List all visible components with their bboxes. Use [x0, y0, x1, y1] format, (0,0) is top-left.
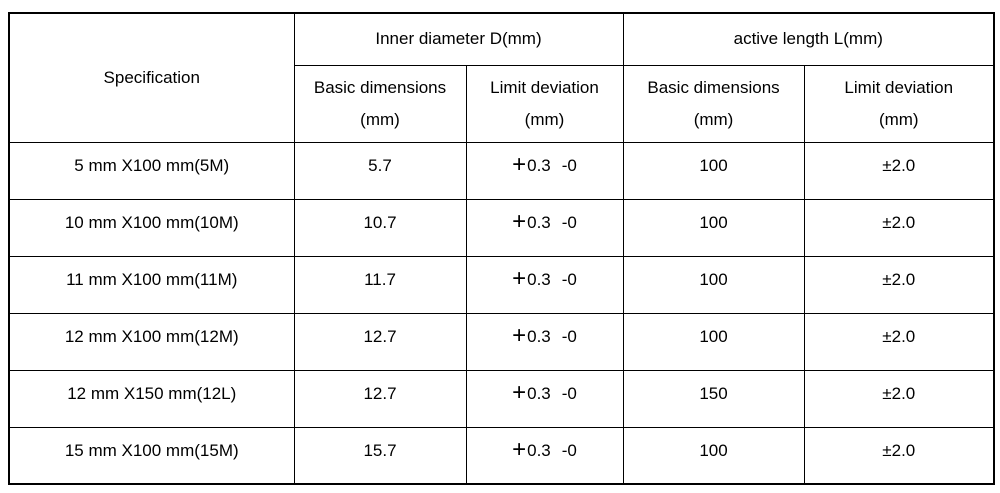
cell-inner-deviation: +0.3 -0 [465, 141, 624, 200]
deviation-lower: -0 [561, 212, 577, 232]
deviation-lower: -0 [561, 269, 577, 289]
cell-length-basic: 150 [622, 369, 805, 428]
cell-specification: 10 mm X100 mm(10M) [8, 198, 295, 257]
deviation-lower: -0 [561, 326, 577, 346]
cell-length-basic: 100 [622, 141, 805, 200]
subheader-label: Basic dimensions [313, 77, 447, 97]
cell-inner-basic: 10.7 [293, 198, 467, 257]
header-sub-row: Basic dimensions (mm) Limit deviation (m… [9, 64, 995, 143]
subheader-unit: (mm) [360, 109, 400, 129]
subheader-unit: (mm) [693, 109, 734, 129]
cell-length-deviation: ±2.0 [803, 369, 995, 428]
subheader-inner-basic-dimensions: Basic dimensions (mm) [293, 64, 467, 143]
cell-specification: 5 mm X100 mm(5M) [8, 141, 295, 200]
table-row: 15 mm X100 mm(15M) 15.7 +0.3 -0 100 ±2.0 [8, 426, 995, 485]
subheader-label: Limit deviation [490, 77, 599, 97]
subheader-unit: (mm) [524, 109, 565, 129]
cell-inner-basic: 5.7 [293, 141, 467, 200]
cell-inner-deviation: +0.3 -0 [465, 369, 624, 428]
plus-sign: + [512, 207, 527, 235]
plus-sign: + [512, 264, 527, 292]
column-group-inner-diameter: Inner diameter D(mm) [293, 12, 624, 66]
plus-sign: + [512, 378, 527, 406]
column-header-specification: Specification [8, 12, 295, 143]
subheader-label: Basic dimensions [647, 77, 780, 97]
cell-length-basic: 100 [622, 255, 805, 314]
deviation-lower: -0 [561, 383, 577, 403]
cell-inner-deviation: +0.3 -0 [465, 426, 624, 485]
plus-sign: + [512, 150, 527, 178]
cell-length-basic: 100 [622, 198, 805, 257]
deviation-upper: 0.3 [527, 212, 551, 232]
plus-sign: + [512, 321, 527, 349]
deviation-lower: -0 [561, 440, 577, 460]
table-row: 12 mm X150 mm(12L) 12.7 +0.3 -0 150 ±2.0 [8, 369, 995, 428]
cell-length-basic: 100 [622, 312, 805, 371]
deviation-upper: 0.3 [527, 383, 551, 403]
plus-sign: + [512, 435, 527, 463]
table-row: 11 mm X100 mm(11M) 11.7 +0.3 -0 100 ±2.0 [8, 255, 995, 314]
cell-inner-deviation: +0.3 -0 [465, 312, 624, 371]
cell-specification: 11 mm X100 mm(11M) [8, 255, 295, 314]
cell-length-deviation: ±2.0 [803, 141, 995, 200]
cell-inner-basic: 12.7 [293, 369, 467, 428]
subheader-unit: (mm) [878, 109, 919, 129]
subheader-length-basic-dimensions: Basic dimensions (mm) [622, 64, 805, 143]
cell-inner-basic: 11.7 [293, 255, 467, 314]
cell-inner-deviation: +0.3 -0 [465, 255, 624, 314]
subheader-inner-limit-deviation: Limit deviation (mm) [465, 64, 624, 143]
table-row: 10 mm X100 mm(10M) 10.7 +0.3 -0 100 ±2.0 [8, 198, 995, 257]
deviation-upper: 0.3 [527, 155, 551, 175]
subheader-label: Limit deviation [844, 77, 954, 97]
subheader-length-limit-deviation: Limit deviation (mm) [803, 64, 995, 143]
column-group-active-length: active length L(mm) [622, 12, 995, 66]
cell-specification: 12 mm X150 mm(12L) [8, 369, 295, 428]
cell-length-deviation: ±2.0 [803, 198, 995, 257]
deviation-lower: -0 [561, 155, 577, 175]
header-group-row: Specification Inner diameter D(mm) activ… [8, 12, 995, 143]
cell-length-deviation: ±2.0 [803, 312, 995, 371]
table-row: 5 mm X100 mm(5M) 5.7 +0.3 -0 100 ±2.0 [8, 141, 995, 200]
cell-inner-basic: 12.7 [293, 312, 467, 371]
deviation-upper: 0.3 [527, 440, 551, 460]
cell-specification: 15 mm X100 mm(15M) [8, 426, 295, 485]
deviation-upper: 0.3 [527, 326, 551, 346]
cell-length-deviation: ±2.0 [803, 426, 995, 485]
cell-inner-basic: 15.7 [293, 426, 467, 485]
deviation-upper: 0.3 [527, 269, 551, 289]
cell-length-basic: 100 [622, 426, 805, 485]
cell-length-deviation: ±2.0 [803, 255, 995, 314]
specification-table: Specification Inner diameter D(mm) activ… [8, 12, 996, 485]
cell-inner-deviation: +0.3 -0 [465, 198, 624, 257]
cell-specification: 12 mm X100 mm(12M) [8, 312, 295, 371]
table-row: 12 mm X100 mm(12M) 12.7 +0.3 -0 100 ±2.0 [8, 312, 995, 371]
